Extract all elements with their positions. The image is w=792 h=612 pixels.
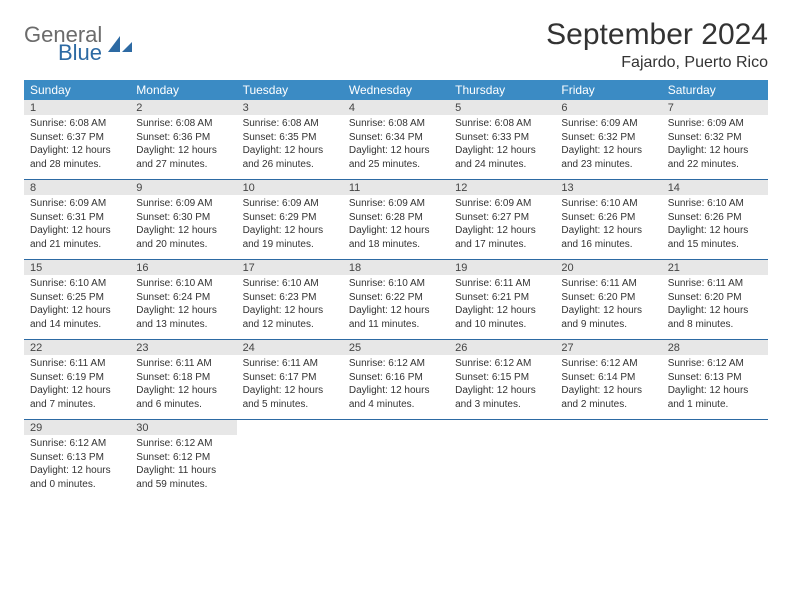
day-number-cell: 30 xyxy=(130,420,236,435)
day-detail-cell: Sunrise: 6:10 AMSunset: 6:26 PMDaylight:… xyxy=(555,195,661,260)
calendar-table: SundayMondayTuesdayWednesdayThursdayFrid… xyxy=(24,80,768,499)
day-number-cell: 27 xyxy=(555,340,661,355)
day-detail-cell xyxy=(449,435,555,499)
day-number-cell: 5 xyxy=(449,100,555,115)
day-number-cell xyxy=(555,420,661,435)
day-number-cell: 17 xyxy=(237,260,343,275)
day-number-cell: 6 xyxy=(555,100,661,115)
day-detail-cell: Sunrise: 6:08 AMSunset: 6:37 PMDaylight:… xyxy=(24,115,130,180)
day-number-cell: 14 xyxy=(662,180,768,195)
day-number-cell: 15 xyxy=(24,260,130,275)
day-number-row: 15161718192021 xyxy=(24,260,768,275)
day-detail-row: Sunrise: 6:08 AMSunset: 6:37 PMDaylight:… xyxy=(24,115,768,180)
day-number-cell: 21 xyxy=(662,260,768,275)
day-detail-cell xyxy=(343,435,449,499)
weekday-header: Sunday xyxy=(24,80,130,100)
day-detail-cell: Sunrise: 6:09 AMSunset: 6:28 PMDaylight:… xyxy=(343,195,449,260)
day-number-cell: 1 xyxy=(24,100,130,115)
day-detail-cell: Sunrise: 6:11 AMSunset: 6:19 PMDaylight:… xyxy=(24,355,130,420)
day-number-cell xyxy=(449,420,555,435)
day-detail-cell: Sunrise: 6:11 AMSunset: 6:17 PMDaylight:… xyxy=(237,355,343,420)
day-detail-cell: Sunrise: 6:12 AMSunset: 6:13 PMDaylight:… xyxy=(24,435,130,499)
day-number-cell xyxy=(237,420,343,435)
day-detail-cell: Sunrise: 6:09 AMSunset: 6:31 PMDaylight:… xyxy=(24,195,130,260)
day-number-cell: 24 xyxy=(237,340,343,355)
day-detail-row: Sunrise: 6:09 AMSunset: 6:31 PMDaylight:… xyxy=(24,195,768,260)
day-detail-row: Sunrise: 6:10 AMSunset: 6:25 PMDaylight:… xyxy=(24,275,768,340)
day-number-cell: 12 xyxy=(449,180,555,195)
day-detail-cell: Sunrise: 6:12 AMSunset: 6:12 PMDaylight:… xyxy=(130,435,236,499)
day-number-row: 22232425262728 xyxy=(24,340,768,355)
weekday-header: Friday xyxy=(555,80,661,100)
day-number-cell: 26 xyxy=(449,340,555,355)
day-number-cell: 22 xyxy=(24,340,130,355)
day-detail-cell: Sunrise: 6:10 AMSunset: 6:22 PMDaylight:… xyxy=(343,275,449,340)
day-number-cell: 13 xyxy=(555,180,661,195)
day-detail-cell: Sunrise: 6:11 AMSunset: 6:20 PMDaylight:… xyxy=(555,275,661,340)
day-detail-row: Sunrise: 6:12 AMSunset: 6:13 PMDaylight:… xyxy=(24,435,768,499)
day-number-row: 1234567 xyxy=(24,100,768,115)
month-title: September 2024 xyxy=(546,18,768,52)
day-detail-cell xyxy=(237,435,343,499)
day-detail-cell: Sunrise: 6:08 AMSunset: 6:33 PMDaylight:… xyxy=(449,115,555,180)
day-detail-cell: Sunrise: 6:12 AMSunset: 6:15 PMDaylight:… xyxy=(449,355,555,420)
day-number-cell xyxy=(343,420,449,435)
day-detail-cell: Sunrise: 6:12 AMSunset: 6:16 PMDaylight:… xyxy=(343,355,449,420)
day-detail-cell: Sunrise: 6:09 AMSunset: 6:32 PMDaylight:… xyxy=(555,115,661,180)
day-number-cell: 9 xyxy=(130,180,236,195)
day-number-cell: 29 xyxy=(24,420,130,435)
day-number-cell: 28 xyxy=(662,340,768,355)
day-detail-cell: Sunrise: 6:11 AMSunset: 6:20 PMDaylight:… xyxy=(662,275,768,340)
day-detail-cell: Sunrise: 6:12 AMSunset: 6:14 PMDaylight:… xyxy=(555,355,661,420)
day-detail-cell: Sunrise: 6:11 AMSunset: 6:18 PMDaylight:… xyxy=(130,355,236,420)
day-number-row: 891011121314 xyxy=(24,180,768,195)
weekday-header: Thursday xyxy=(449,80,555,100)
day-detail-cell: Sunrise: 6:08 AMSunset: 6:35 PMDaylight:… xyxy=(237,115,343,180)
day-detail-cell: Sunrise: 6:10 AMSunset: 6:25 PMDaylight:… xyxy=(24,275,130,340)
day-detail-row: Sunrise: 6:11 AMSunset: 6:19 PMDaylight:… xyxy=(24,355,768,420)
day-detail-cell: Sunrise: 6:09 AMSunset: 6:29 PMDaylight:… xyxy=(237,195,343,260)
location: Fajardo, Puerto Rico xyxy=(546,54,768,72)
logo-sail-icon xyxy=(106,34,134,54)
weekday-header: Saturday xyxy=(662,80,768,100)
day-number-cell: 3 xyxy=(237,100,343,115)
day-number-cell: 23 xyxy=(130,340,236,355)
day-detail-cell: Sunrise: 6:08 AMSunset: 6:36 PMDaylight:… xyxy=(130,115,236,180)
day-number-cell: 18 xyxy=(343,260,449,275)
day-number-cell xyxy=(662,420,768,435)
day-detail-cell: Sunrise: 6:09 AMSunset: 6:30 PMDaylight:… xyxy=(130,195,236,260)
weekday-header: Tuesday xyxy=(237,80,343,100)
day-detail-cell: Sunrise: 6:11 AMSunset: 6:21 PMDaylight:… xyxy=(449,275,555,340)
day-number-cell: 10 xyxy=(237,180,343,195)
day-number-cell: 19 xyxy=(449,260,555,275)
logo: General Blue xyxy=(24,18,134,64)
calendar-header-row: SundayMondayTuesdayWednesdayThursdayFrid… xyxy=(24,80,768,100)
day-number-cell: 16 xyxy=(130,260,236,275)
day-number-cell: 11 xyxy=(343,180,449,195)
day-number-cell: 20 xyxy=(555,260,661,275)
day-detail-cell: Sunrise: 6:10 AMSunset: 6:26 PMDaylight:… xyxy=(662,195,768,260)
day-number-cell: 7 xyxy=(662,100,768,115)
title-block: September 2024 Fajardo, Puerto Rico xyxy=(546,18,768,72)
day-detail-cell xyxy=(662,435,768,499)
day-detail-cell: Sunrise: 6:12 AMSunset: 6:13 PMDaylight:… xyxy=(662,355,768,420)
logo-text: General Blue xyxy=(24,24,102,64)
weekday-header: Wednesday xyxy=(343,80,449,100)
logo-word-blue: Blue xyxy=(58,42,102,64)
day-number-cell: 4 xyxy=(343,100,449,115)
day-number-cell: 25 xyxy=(343,340,449,355)
day-detail-cell: Sunrise: 6:10 AMSunset: 6:23 PMDaylight:… xyxy=(237,275,343,340)
day-number-cell: 2 xyxy=(130,100,236,115)
day-detail-cell: Sunrise: 6:08 AMSunset: 6:34 PMDaylight:… xyxy=(343,115,449,180)
day-number-cell: 8 xyxy=(24,180,130,195)
day-detail-cell: Sunrise: 6:09 AMSunset: 6:27 PMDaylight:… xyxy=(449,195,555,260)
day-detail-cell: Sunrise: 6:10 AMSunset: 6:24 PMDaylight:… xyxy=(130,275,236,340)
weekday-header: Monday xyxy=(130,80,236,100)
header: General Blue September 2024 Fajardo, Pue… xyxy=(24,18,768,72)
day-detail-cell xyxy=(555,435,661,499)
day-detail-cell: Sunrise: 6:09 AMSunset: 6:32 PMDaylight:… xyxy=(662,115,768,180)
day-number-row: 2930 xyxy=(24,420,768,435)
